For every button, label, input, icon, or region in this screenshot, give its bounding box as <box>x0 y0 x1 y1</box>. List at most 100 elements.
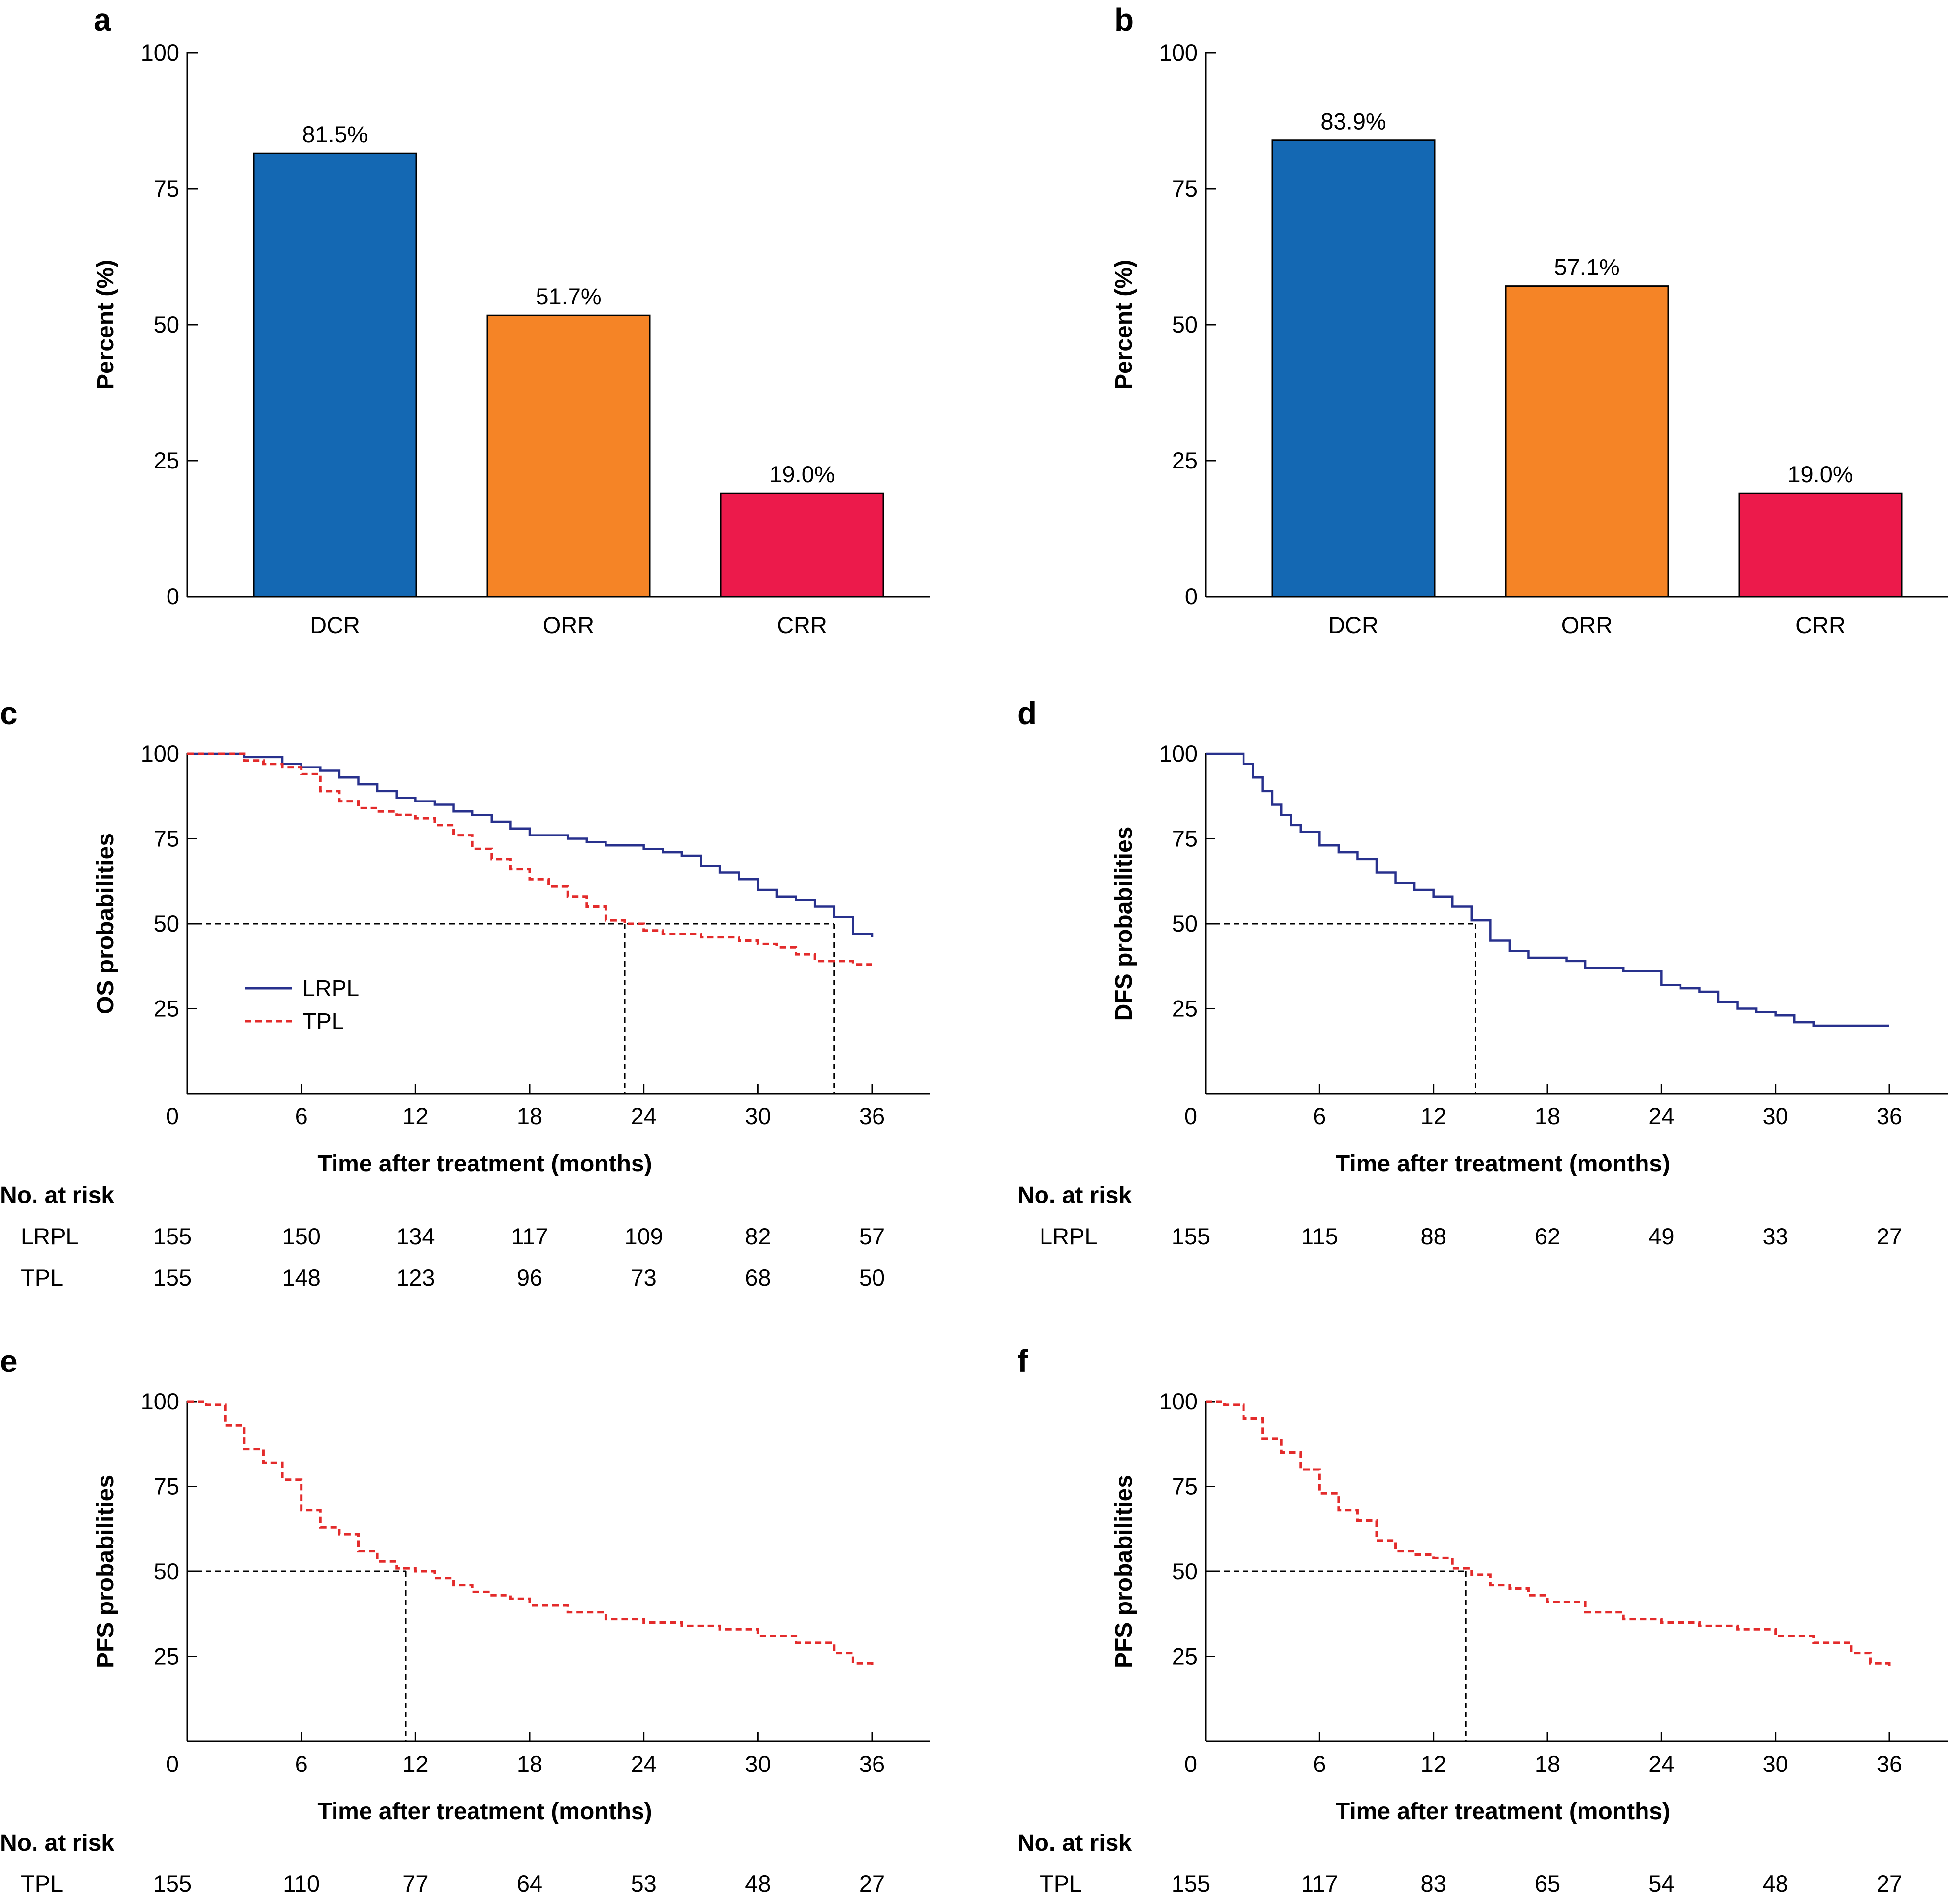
y-tick-label: 75 <box>154 175 179 201</box>
x-tick-label: 36 <box>1877 1751 1902 1777</box>
risk-value: 33 <box>1763 1223 1788 1249</box>
x-tick-label: 24 <box>1648 1751 1674 1777</box>
y-tick-label: 0 <box>167 583 179 609</box>
survival-curve-tpl <box>187 752 872 966</box>
y-axis-label: Percent (%) <box>93 260 119 390</box>
risk-value: 27 <box>1877 1223 1902 1249</box>
panel-letter: f <box>1017 1343 1028 1379</box>
panel-c: c 0 6 12 18 24 30 36 25 50 75 100 Time after treatme… <box>0 696 930 1291</box>
risk-value: 27 <box>1877 1871 1902 1897</box>
x-tick-label: 18 <box>517 1103 542 1129</box>
bar-value-label: 19.0% <box>1787 461 1853 487</box>
risk-value: 117 <box>1301 1871 1338 1897</box>
risk-row-label: LRPL <box>1040 1223 1098 1249</box>
y-tick-label: 50 <box>1172 311 1198 337</box>
y-tick-label: 50 <box>154 910 179 936</box>
risk-row-label: TPL <box>21 1871 63 1897</box>
y-tick-label: 75 <box>1172 826 1198 852</box>
risk-value: 83 <box>1421 1871 1446 1897</box>
x-tick-label: ORR <box>543 612 594 638</box>
panel-a: a 0 25 50 75 100 Percent (%) 81.5% DCR 51.7% ORR 19… <box>93 2 930 638</box>
risk-value: 27 <box>859 1871 885 1897</box>
risk-value: 155 <box>1172 1223 1210 1249</box>
y-tick-label: 25 <box>1172 1643 1198 1670</box>
y-tick-label: 100 <box>1159 740 1198 767</box>
bar-dcr <box>253 152 417 598</box>
survival-curve-tpl <box>1206 1400 1891 1667</box>
x-tick-label: 24 <box>1648 1103 1674 1129</box>
x-tick-label: 12 <box>403 1751 428 1777</box>
y-tick-label: 25 <box>1172 447 1198 473</box>
y-tick-label: 25 <box>154 996 179 1022</box>
risk-value: 82 <box>745 1223 771 1249</box>
y-tick-label: 75 <box>154 1473 179 1500</box>
y-tick-label: 100 <box>141 740 179 767</box>
risk-value: 155 <box>153 1265 192 1291</box>
y-tick-label: 100 <box>1159 1388 1198 1414</box>
survival-curve-tpl <box>187 1400 874 1667</box>
risk-row-label: TPL <box>21 1265 63 1291</box>
risk-value: 62 <box>1535 1223 1560 1249</box>
bar-value-label: 19.0% <box>769 461 835 487</box>
risk-row-label: LRPL <box>21 1223 79 1249</box>
risk-value: 155 <box>153 1223 192 1249</box>
y-tick-label: 75 <box>1172 175 1198 201</box>
x-tick-label: 30 <box>745 1103 771 1129</box>
risk-value: 68 <box>745 1265 771 1291</box>
bar-value-label: 57.1% <box>1554 254 1619 280</box>
x-axis-label: Time after treatment (months) <box>1336 1151 1670 1177</box>
risk-table-title: No. at risk <box>1017 1182 1132 1208</box>
x-tick-label: CRR <box>1795 612 1846 638</box>
y-tick-label: 75 <box>154 826 179 852</box>
risk-value: 88 <box>1421 1223 1446 1249</box>
risk-value: 109 <box>624 1223 663 1249</box>
bar-orr <box>1505 285 1669 598</box>
x-tick-label: 30 <box>1763 1103 1788 1129</box>
legend-label: TPL <box>302 1008 344 1034</box>
x-axis-label: Time after treatment (months) <box>1336 1799 1670 1825</box>
y-tick-label: 50 <box>154 311 179 337</box>
risk-value: 49 <box>1648 1223 1674 1249</box>
x-tick-label: 0 <box>1184 1751 1197 1777</box>
x-tick-label: 6 <box>1313 1103 1326 1129</box>
risk-value: 64 <box>517 1871 542 1897</box>
y-tick-label: 50 <box>154 1558 179 1584</box>
x-tick-label: 30 <box>745 1751 771 1777</box>
risk-value: 123 <box>396 1265 435 1291</box>
y-axis-label: Percent (%) <box>1111 260 1137 390</box>
x-tick-label: CRR <box>777 612 827 638</box>
x-tick-label: 0 <box>166 1103 179 1129</box>
y-tick-label: 100 <box>1159 39 1198 66</box>
risk-table-title: No. at risk <box>0 1182 114 1208</box>
risk-value: 50 <box>859 1265 885 1291</box>
survival-curve-lrpl <box>1206 752 1889 1027</box>
bar-value-label: 51.7% <box>536 283 601 309</box>
panel-letter: b <box>1114 2 1134 37</box>
risk-value: 96 <box>517 1265 542 1291</box>
risk-value: 54 <box>1648 1871 1674 1897</box>
panel-letter: e <box>0 1343 18 1379</box>
y-tick-label: 25 <box>1172 996 1198 1022</box>
x-tick-label: 36 <box>859 1751 885 1777</box>
risk-value: 155 <box>153 1871 192 1897</box>
risk-value: 73 <box>631 1265 657 1291</box>
y-axis-label: DFS probabilities <box>1111 827 1137 1021</box>
risk-value: 155 <box>1172 1871 1210 1897</box>
panel-f: f 0 6 12 18 24 30 36 25 50 75 100 Time after treatme… <box>1017 1343 1948 1897</box>
risk-value: 148 <box>282 1265 320 1291</box>
bar-orr <box>486 314 651 598</box>
risk-value: 57 <box>859 1223 885 1249</box>
risk-value: 48 <box>1763 1871 1788 1897</box>
y-tick-label: 50 <box>1172 910 1198 936</box>
y-axis-label: OS probabilities <box>93 833 119 1014</box>
x-tick-label: 30 <box>1763 1751 1788 1777</box>
x-tick-label: 6 <box>1313 1751 1326 1777</box>
risk-table-title: No. at risk <box>0 1830 114 1856</box>
y-tick-label: 100 <box>141 39 179 66</box>
panel-e: e 0 6 12 18 24 30 36 25 50 75 100 Time after treatme… <box>0 1343 930 1897</box>
risk-value: 65 <box>1535 1871 1560 1897</box>
panel-letter: c <box>0 696 18 731</box>
x-tick-label: 12 <box>403 1103 428 1129</box>
risk-value: 115 <box>1301 1223 1338 1249</box>
y-axis-label: PFS probabilities <box>1111 1475 1137 1668</box>
